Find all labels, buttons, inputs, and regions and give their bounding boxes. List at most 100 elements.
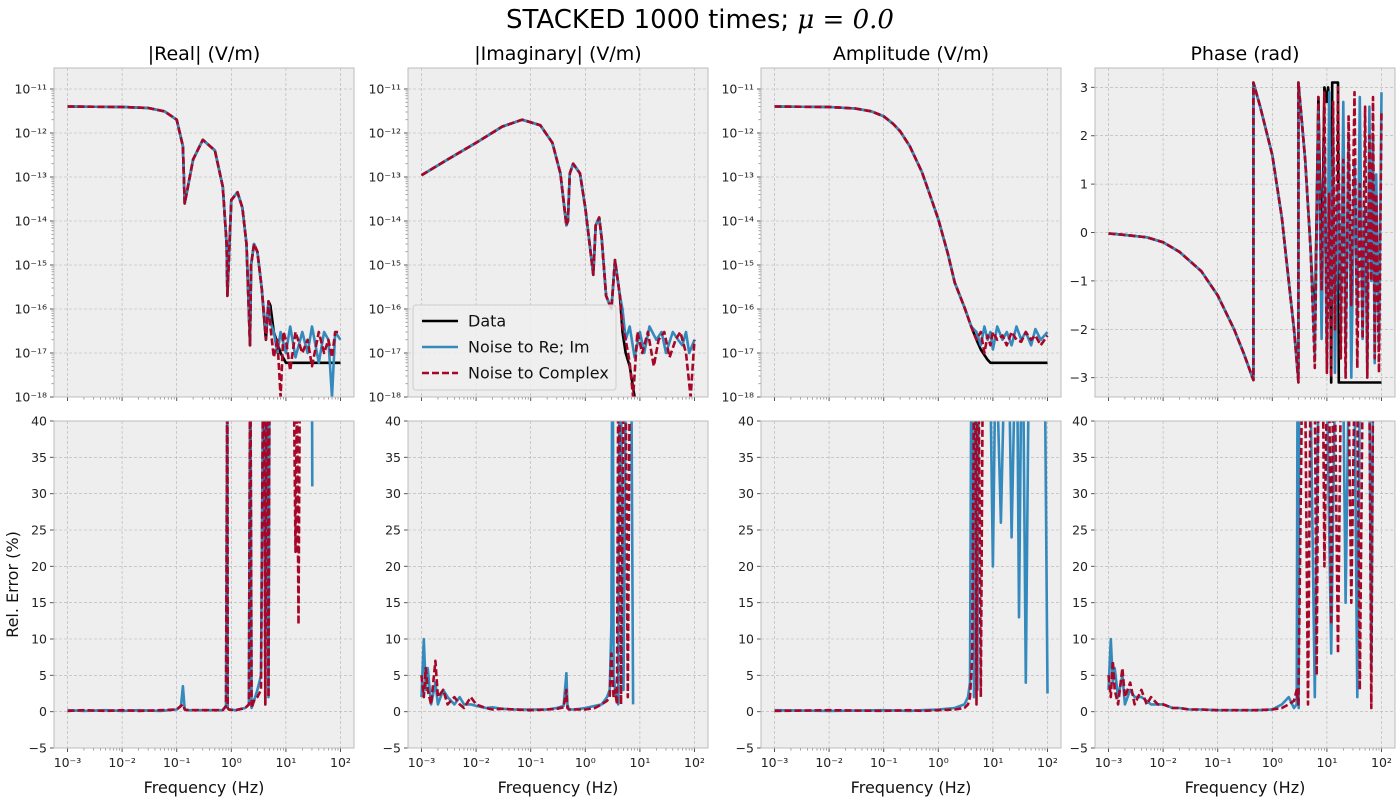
legend-label: Noise to Re; Im <box>468 338 590 357</box>
x-tick-label: 10⁻² <box>462 755 490 770</box>
y-tick-label: 20 <box>738 559 754 574</box>
x-tick-label: 10¹ <box>275 755 296 770</box>
y-tick-label: 10⁻¹³ <box>14 169 47 184</box>
y-tick-label: 25 <box>385 523 401 538</box>
y-tick-label: 0 <box>393 704 401 719</box>
y-tick-label: 5 <box>39 668 47 683</box>
y-tick-label: 10⁻¹⁴ <box>721 213 754 228</box>
panel-title: Phase (rad) <box>1190 43 1299 65</box>
y-tick-label: 25 <box>1072 523 1088 538</box>
y-tick-label: −5 <box>383 741 401 756</box>
y-tick-label: 10⁻¹⁷ <box>14 345 47 360</box>
y-tick-label: 0 <box>1080 225 1088 240</box>
panel-1: 10⁻¹⁸ 10⁻¹⁷ 10⁻¹⁶ 10⁻¹⁵ 10⁻¹⁴ 10⁻¹³ 10⁻¹² 10⁻¹¹… <box>14 43 355 405</box>
axes-frame <box>1094 420 1396 749</box>
x-tick-label: 10¹ <box>629 755 650 770</box>
y-tick-label: 40 <box>738 414 754 429</box>
y-tick-label: 10⁻¹⁶ <box>721 301 754 316</box>
panels: 10⁻¹⁸ 10⁻¹⁷ 10⁻¹⁶ 10⁻¹⁵ 10⁻¹⁴ 10⁻¹³ 10⁻¹² 10⁻¹¹… <box>3 43 1396 797</box>
x-tick-label: 10⁻² <box>1149 755 1177 770</box>
y-tick-label: 10⁻¹³ <box>721 169 754 184</box>
y-tick-label: 0 <box>39 704 47 719</box>
series-line <box>420 118 696 397</box>
x-tick-label: 10² <box>684 755 705 770</box>
y-tick-label: 10⁻¹² <box>721 125 754 140</box>
x-tick-label: 10⁻³ <box>408 755 436 770</box>
x-tick-label: 10⁻¹ <box>163 755 191 770</box>
x-tick-label: 10⁰ <box>1262 755 1283 770</box>
panel-5: −5 0 5 10 15 20 25 30 35 40 10⁻³ 10⁻² 10⁻¹ 10⁰ 10¹ 10² F… <box>3 414 355 797</box>
y-tick-label: 10⁻¹⁵ <box>368 257 401 272</box>
y-tick-label: 15 <box>738 595 754 610</box>
axes-frame <box>53 67 355 398</box>
y-tick-label: 5 <box>746 668 754 683</box>
panel-7: −5 0 5 10 15 20 25 30 35 40 10⁻³ 10⁻² 10⁻¹ 10⁰ 10¹ 10² F… <box>736 414 1062 797</box>
axes-frame <box>407 420 709 749</box>
x-tick-label: 10² <box>330 755 351 770</box>
series-group <box>420 118 696 397</box>
x-tick-label: 10⁻³ <box>761 755 789 770</box>
y-axis-label: Rel. Error (%) <box>3 531 22 638</box>
x-tick-label: 10⁰ <box>575 755 596 770</box>
y-tick-label: 0 <box>746 704 754 719</box>
y-tick-label: −1 <box>1070 273 1088 288</box>
series-line <box>67 105 341 397</box>
series-line <box>67 421 301 713</box>
x-tick-label: 10⁰ <box>928 755 949 770</box>
axes-background <box>760 420 1062 749</box>
series-line <box>420 421 631 712</box>
legend-label: Noise to Complex <box>468 364 609 383</box>
y-tick-label: 20 <box>1072 559 1088 574</box>
y-tick-label: 10⁻¹¹ <box>721 81 754 96</box>
x-tick-label: 10⁻¹ <box>870 755 898 770</box>
y-tick-label: 10⁻¹² <box>368 125 401 140</box>
y-tick-label: 35 <box>1072 450 1088 465</box>
panel-4: −3 −2 −1 0 1 2 3 Phase (rad) <box>1070 43 1396 401</box>
y-tick-label: 35 <box>738 450 754 465</box>
series-line <box>774 421 1049 713</box>
y-tick-label: 10⁻¹⁵ <box>721 257 754 272</box>
y-tick-label: 10⁻¹¹ <box>14 81 47 96</box>
x-tick-label: 10⁻¹ <box>1204 755 1232 770</box>
legend-label: Data <box>468 312 506 331</box>
y-tick-label: 10⁻¹⁵ <box>14 257 47 272</box>
y-tick-label: 35 <box>31 450 47 465</box>
y-tick-label: 10⁻¹⁶ <box>368 301 401 316</box>
y-tick-label: 10⁻¹¹ <box>368 81 401 96</box>
y-tick-label: 10⁻¹⁸ <box>14 390 47 405</box>
x-tick-label: 10¹ <box>982 755 1003 770</box>
y-tick-label: −3 <box>1070 370 1088 385</box>
y-tick-label: 10⁻¹³ <box>368 169 401 184</box>
y-tick-label: 40 <box>385 414 401 429</box>
panel-title: Amplitude (V/m) <box>833 43 989 65</box>
axes-background <box>760 67 1062 398</box>
legend-box <box>412 304 617 391</box>
y-tick-label: 20 <box>31 559 47 574</box>
series-group <box>67 105 342 397</box>
series-line <box>774 421 984 713</box>
y-tick-label: 10⁻¹⁴ <box>14 213 47 228</box>
axes-frame <box>407 67 709 398</box>
axes-frame <box>760 420 1062 749</box>
axes-frame <box>1094 67 1396 398</box>
x-tick-label: 10⁻² <box>815 755 843 770</box>
y-tick-label: 10⁻¹⁴ <box>368 213 401 228</box>
axes-background <box>53 420 355 749</box>
y-tick-label: 10⁻¹⁸ <box>368 390 401 405</box>
axes-background <box>407 420 709 749</box>
series-line <box>1108 81 1383 384</box>
y-tick-label: 5 <box>393 668 401 683</box>
y-tick-label: 10⁻¹⁸ <box>721 390 754 405</box>
series-line <box>1107 421 1375 712</box>
x-tick-label: 10⁻² <box>108 755 136 770</box>
panel-2: 10⁻¹⁸ 10⁻¹⁷ 10⁻¹⁶ 10⁻¹⁵ 10⁻¹⁴ 10⁻¹³ 10⁻¹² 10⁻¹¹… <box>368 43 709 405</box>
x-tick-label: 10⁻³ <box>1095 755 1123 770</box>
panel-3: 10⁻¹⁸ 10⁻¹⁷ 10⁻¹⁶ 10⁻¹⁵ 10⁻¹⁴ 10⁻¹³ 10⁻¹² 10⁻¹¹… <box>721 43 1062 405</box>
y-tick-label: 25 <box>31 523 47 538</box>
y-tick-label: 25 <box>738 523 754 538</box>
series-group <box>1107 421 1375 712</box>
y-tick-label: 20 <box>385 559 401 574</box>
panel-6: −5 0 5 10 15 20 25 30 35 40 10⁻³ 10⁻² 10⁻¹ 10⁰ 10¹ 10² F… <box>383 414 709 797</box>
y-tick-label: 10⁻¹⁷ <box>368 345 401 360</box>
